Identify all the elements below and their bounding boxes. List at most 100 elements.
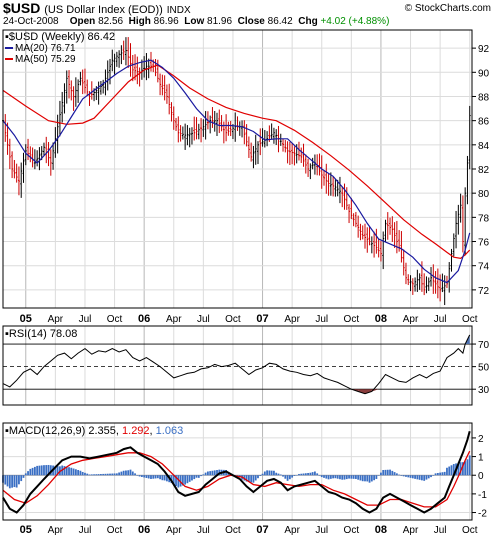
macd-title-label: ▪MACD(12,26,9)	[5, 425, 88, 437]
macd-histogram-bar	[99, 474, 102, 476]
macd-xtick-label-10: Jul	[315, 525, 328, 536]
price-ytick-label-74: 74	[478, 262, 490, 273]
chg-label: Chg	[298, 16, 318, 27]
macd-histogram-bar	[102, 473, 105, 476]
macd-histogram-bar	[320, 475, 323, 478]
macd-sep: ,	[150, 425, 156, 437]
macd-ytick-label-0: 0	[478, 471, 484, 482]
price-ytick-label-78: 78	[478, 213, 490, 224]
macd-histogram-bar	[6, 475, 9, 487]
macd-histogram-bar	[250, 475, 253, 483]
macd-value: 2.355,	[88, 425, 122, 437]
macd-histogram-bar	[439, 472, 442, 476]
macd-histogram-bar	[370, 475, 373, 482]
low-value: 81.96	[207, 16, 233, 27]
macd-ytick-label--2: -2	[478, 509, 487, 520]
macd-histogram-bar	[270, 470, 273, 476]
macd-histogram-bar	[140, 475, 143, 477]
macd-histogram-bar	[375, 475, 378, 479]
macd-histogram-bar	[304, 473, 307, 476]
high-label: High	[128, 16, 151, 27]
macd-histogram-bar	[405, 475, 407, 477]
macd-histogram-bar	[200, 475, 202, 477]
macd-histogram-bar	[72, 468, 75, 476]
macd-histogram-bar	[22, 475, 25, 478]
macd-histogram-bar	[418, 475, 421, 480]
rsi-line	[2, 334, 471, 395]
price-ytick-label-88: 88	[478, 92, 490, 103]
macd-histogram-bar	[459, 462, 462, 476]
macd-histogram-bar	[104, 473, 107, 476]
macd-histogram-bar	[193, 475, 196, 480]
macd-histogram-bar	[411, 475, 414, 479]
macd-histogram-bar	[466, 459, 469, 476]
macd-histogram-bar	[136, 475, 139, 476]
macd-histogram-bar	[184, 475, 187, 485]
macd-histogram-bar	[247, 475, 250, 482]
price-xtick-label-7: Oct	[225, 314, 241, 325]
open-value: 82.56	[98, 16, 124, 27]
ma50-line	[2, 64, 471, 260]
macd-histogram-bar	[277, 473, 280, 476]
price-ytick-label-92: 92	[478, 44, 490, 55]
macd-signal-line	[2, 450, 471, 508]
macd-histogram-bar	[109, 473, 111, 476]
macd-histogram-bar	[377, 475, 380, 476]
macd-histogram-bar	[47, 464, 50, 476]
macd-histogram-bar	[118, 472, 121, 476]
macd-xtick-label-9: Apr	[284, 525, 300, 536]
macd-signal-value: 1.292	[122, 425, 150, 437]
price-xtick-label-8: 07	[256, 313, 268, 325]
macd-histogram-bar	[268, 470, 271, 476]
macd-histogram-bar	[175, 475, 177, 487]
price-xtick-label-9: Apr	[284, 314, 300, 325]
price-xtick-label-13: Apr	[403, 314, 419, 325]
macd-xtick-label-7: Oct	[225, 525, 241, 536]
macd-histogram-bar	[213, 470, 216, 476]
macd-histogram-bar	[334, 475, 337, 479]
symbol-name: (US Dollar Index (EOD))	[44, 4, 163, 16]
macd-histogram-bar	[318, 475, 321, 476]
price-xtick-label-0: 05	[20, 313, 32, 325]
macd-histogram-bar	[113, 473, 116, 476]
macd-xtick-label-1: Apr	[48, 525, 64, 536]
close-value: 86.42	[267, 16, 293, 27]
macd-histogram-bar	[364, 475, 366, 482]
macd-histogram-bar	[430, 475, 432, 478]
macd-histogram-bar	[95, 474, 98, 476]
macd-histogram-bar	[446, 467, 448, 476]
macd-histogram-bar	[298, 473, 300, 476]
macd-histogram-bar	[161, 475, 164, 481]
ma20-line	[2, 59, 471, 284]
macd-histogram-bar	[345, 475, 348, 480]
open-label: Open	[69, 16, 96, 27]
macd-ytick-label-2: 2	[478, 434, 484, 445]
macd-histogram-bar	[457, 462, 460, 476]
price-ytick-label-90: 90	[478, 68, 490, 79]
macd-histogram-bar	[172, 475, 175, 485]
macd-histogram-bar	[468, 455, 471, 476]
macd-histogram-bar	[154, 475, 157, 479]
symbol: $USD	[3, 0, 41, 16]
macd-ytick-label--1: -1	[478, 490, 487, 501]
macd-histogram-bar	[197, 475, 200, 478]
macd-xtick-label-11: Oct	[344, 525, 360, 536]
macd-histogram-bar	[29, 468, 32, 476]
macd-histogram-bar	[380, 472, 382, 476]
macd-histogram-bar	[284, 475, 287, 479]
macd-histogram-bar	[56, 466, 59, 476]
quote-date: 24-Oct-2008	[3, 16, 59, 27]
macd-xtick-label-12: 08	[375, 524, 387, 536]
macd-histogram-bar	[209, 471, 212, 476]
close-label: Close	[237, 16, 265, 27]
macd-xtick-label-4: 06	[138, 524, 150, 536]
macd-histogram-bar	[416, 475, 419, 480]
rsi-overbought-fill	[467, 334, 470, 345]
macd-histogram-bar	[398, 474, 401, 476]
macd-histogram-bar	[27, 471, 29, 476]
macd-histogram-bar	[288, 475, 291, 480]
price-xtick-label-11: Oct	[344, 314, 360, 325]
macd-histogram-bar	[31, 467, 34, 476]
macd-histogram-bar	[336, 475, 339, 479]
macd-histogram-bar	[43, 465, 45, 476]
